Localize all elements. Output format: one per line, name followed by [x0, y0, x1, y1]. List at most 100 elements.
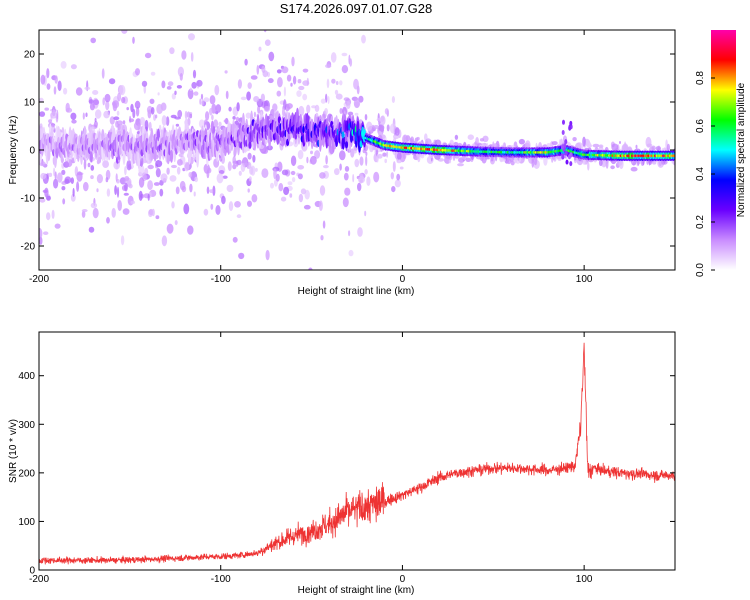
spectrogram-noise-blob: [275, 173, 280, 182]
spectrogram-noise-blob: [160, 173, 168, 182]
spectrogram-noise-blob: [326, 78, 330, 89]
spectrogram-noise-blob: [291, 56, 295, 67]
spectrogram-noise-blob: [183, 203, 190, 215]
spectrogram-noise-blob: [70, 112, 77, 121]
spectrogram-noise-blob: [365, 155, 368, 167]
spectrogram-noise-blob: [81, 210, 86, 218]
spectrogram-noise-blob: [265, 249, 270, 261]
spectrogram-noise-blob: [531, 158, 535, 168]
spectrogram-noise-blob: [235, 116, 240, 122]
spectrogram-noise-blob: [287, 181, 293, 186]
spectrogram-noise-blob: [119, 84, 126, 96]
spectrogram-noise-blob: [177, 159, 183, 166]
spectrogram-noise-blob: [167, 81, 174, 87]
spectrogram-noise-blob: [171, 93, 176, 100]
spectrogram-noise-blob: [344, 166, 350, 172]
spectrogram-noise-blob: [306, 104, 311, 114]
spectrogram-noise-blob: [646, 143, 653, 148]
spectrogram-noise-blob: [70, 177, 75, 185]
snr-panel: -200 -100 0 100 0 100 200 300 400 Height of str…: [8, 331, 676, 596]
spectrogram-noise-blob: [364, 169, 368, 175]
spectrogram-noise-blob: [247, 200, 252, 207]
spectrogram-noise-blob: [268, 51, 275, 62]
spectrogram-noise-blob: [189, 274, 194, 280]
spectrogram-noise-blob: [89, 103, 95, 111]
spectrogram-band-cell: [248, 141, 252, 149]
x-tick-label: 100: [576, 274, 593, 285]
spectrogram-noise-blob: [39, 228, 43, 239]
spectrogram-noise-blob: [331, 78, 336, 84]
spectrogram-noise-blob: [203, 97, 210, 103]
spectrogram-noise-blob: [124, 166, 127, 176]
spectrogram-noise-blob: [88, 226, 95, 233]
spectrogram-noise-blob: [157, 92, 160, 96]
spectrogram-noise-blob: [298, 85, 305, 91]
spectrogram-noise-blob: [283, 99, 287, 111]
spectrogram-noise-blob: [216, 173, 224, 184]
spectrogram-noise-blob: [361, 34, 366, 44]
spectrogram-noise-blob: [106, 217, 110, 224]
spectrogram-noise-blob: [72, 187, 75, 197]
spectrogram-band-cell: [277, 116, 281, 124]
spectrogram-noise-blob: [572, 137, 577, 142]
spectrogram-spike-cell: [561, 130, 565, 135]
spectrogram-noise-blob: [81, 209, 88, 213]
y-tick-label: 0: [29, 146, 35, 157]
spectrogram-noise-blob: [264, 39, 271, 46]
spectrogram-noise-blob: [128, 118, 135, 123]
spectrogram-noise-blob: [238, 170, 242, 176]
spectrogram-noise-blob: [90, 165, 95, 171]
spectrogram-noise-blob: [138, 177, 145, 188]
spectrogram-noise-blob: [207, 167, 212, 174]
spectrogram-noise-blob: [347, 111, 354, 116]
spectrogram-noise-blob: [222, 175, 228, 179]
spectrogram-spike-cell: [564, 139, 568, 145]
spectrogram-noise-blob: [70, 64, 77, 70]
spectrogram-noise-blob: [247, 82, 252, 89]
spectrogram-noise-blob: [416, 136, 420, 141]
spectrogram-noise-blob: [150, 107, 155, 115]
spectrogram-noise-blob: [353, 78, 359, 90]
spectrogram-noise-blob: [319, 172, 326, 179]
spectrogram-noise-blob: [61, 169, 66, 175]
spectrogram-noise-blob: [83, 181, 89, 192]
spectrogram-noise-blob: [184, 110, 188, 120]
spectrogram-noise-blob: [124, 176, 130, 182]
spectrogram-noise-blob: [303, 204, 311, 210]
spectrogram-noise-blob: [324, 108, 328, 115]
spectrogram-noise-blob: [228, 201, 234, 212]
spectrogram-noise-blob: [190, 52, 194, 62]
spectrogram-noise-blob: [247, 188, 250, 193]
spectrogram-noise-blob: [240, 163, 246, 172]
spectrogram-noise-blob: [181, 50, 187, 60]
x-tick-label: -200: [29, 574, 49, 585]
spectrogram-noise-blob: [507, 156, 509, 163]
spectrogram-noise-blob: [330, 52, 337, 63]
spectrogram-band-cell: [169, 149, 174, 163]
spectrogram-noise-blob: [286, 74, 292, 82]
spectrogram-noise-blob: [238, 252, 245, 260]
spectrogram-noise-blob: [286, 103, 293, 109]
spectrogram-noise-blob: [193, 191, 196, 197]
spectrogram-spike-cell: [569, 120, 573, 126]
colorbar-tick-label: 0.6: [695, 119, 706, 133]
spectrogram-noise-blob: [224, 70, 228, 74]
spectrogram-noise-blob: [133, 121, 141, 131]
spectrogram-noise-blob: [201, 98, 204, 107]
spectrogram-noise-blob: [176, 166, 181, 175]
spectrogram-noise-blob: [71, 119, 77, 124]
spectrogram-noise-blob: [290, 170, 296, 176]
spectrogram-noise-blob: [341, 65, 349, 74]
spectrogram-noise-blob: [175, 123, 180, 127]
spectrogram-noise-blob: [221, 195, 226, 205]
spectrogram-noise-blob: [136, 131, 141, 135]
spectrogram-noise-blob: [245, 112, 251, 119]
spectrogram-noise-blob: [169, 175, 177, 182]
spectrogram-noise-blob: [289, 193, 293, 198]
spectrogram-noise-blob: [92, 207, 99, 219]
spectrogram-noise-blob: [46, 68, 50, 79]
spectrogram-noise-blob: [335, 93, 343, 100]
colorbar-tick-label: 0.8: [695, 71, 706, 85]
colorbar-tick-label: 0.0: [695, 263, 706, 277]
spectrogram-noise-blob: [358, 176, 365, 184]
